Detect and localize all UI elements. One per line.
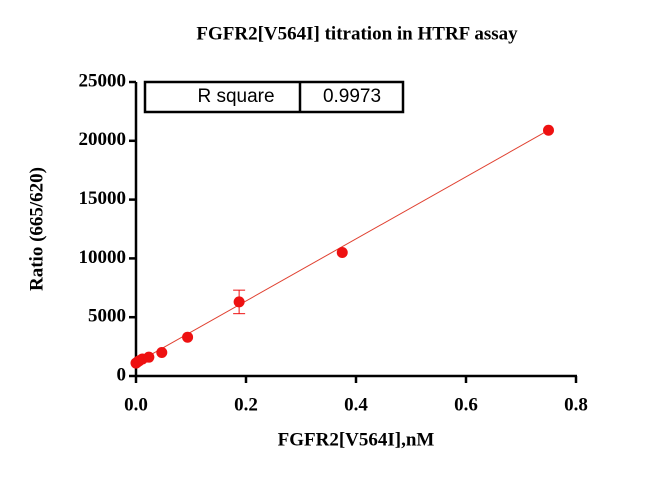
data-point bbox=[143, 351, 155, 363]
data-point bbox=[156, 346, 168, 358]
fit-line bbox=[135, 129, 549, 364]
x-tick-label: 0.4 bbox=[344, 394, 368, 415]
y-tick-label: 20000 bbox=[79, 129, 127, 150]
r-square-value: 0.9973 bbox=[323, 86, 381, 107]
data-point bbox=[543, 124, 554, 136]
y-tick-label: 15000 bbox=[79, 188, 127, 209]
data-point bbox=[336, 247, 348, 259]
data-point bbox=[182, 331, 194, 343]
x-tick-label: 0.6 bbox=[454, 394, 478, 415]
y-tick-label: 10000 bbox=[79, 247, 127, 268]
r-square-label: R square bbox=[197, 86, 274, 107]
x-tick-label: 0.2 bbox=[234, 394, 258, 415]
y-tick-label: 5000 bbox=[88, 306, 126, 327]
data-point bbox=[233, 296, 245, 308]
x-tick-label: 0.8 bbox=[564, 394, 588, 415]
chart-title: FGFR2[V564I] titration in HTRF assay bbox=[196, 23, 518, 44]
r-square-box bbox=[143, 80, 405, 114]
x-axis-label: FGFR2[V564I],nM bbox=[278, 429, 435, 450]
y-tick-label: 25000 bbox=[79, 70, 127, 91]
y-axis-label: Ratio (665/620) bbox=[26, 167, 47, 291]
x-tick-label: 0.0 bbox=[124, 394, 148, 415]
y-tick-label: 0 bbox=[117, 364, 127, 385]
